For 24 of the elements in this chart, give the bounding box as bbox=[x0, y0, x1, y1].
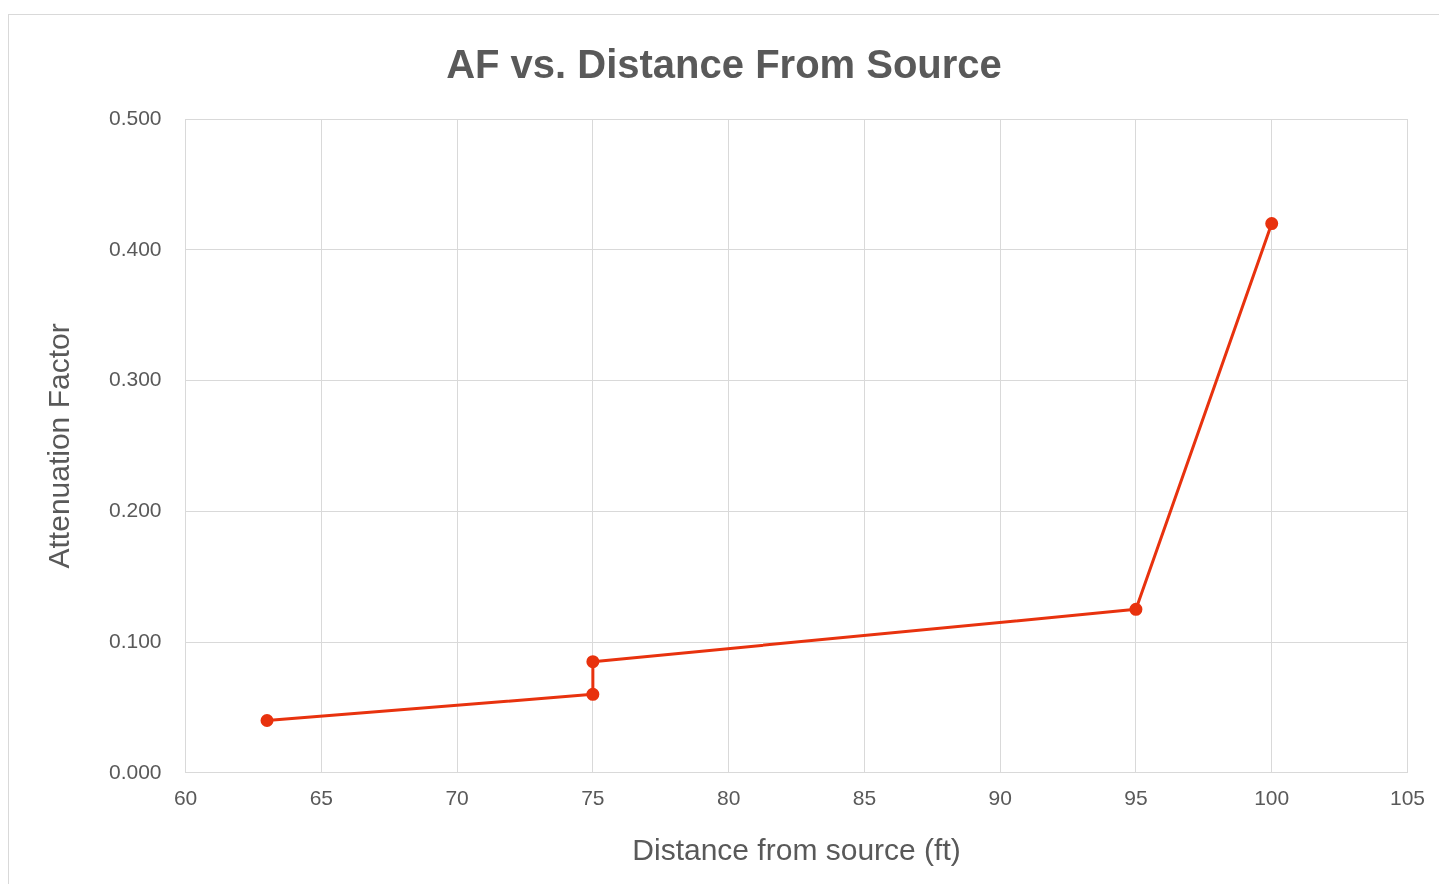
y-tick-label: 0.000 bbox=[108, 759, 162, 783]
x-tick-label: 75 bbox=[581, 786, 605, 810]
x-tick-label: 70 bbox=[445, 786, 469, 810]
x-tick-label: 105 bbox=[1389, 786, 1425, 810]
x-tick-label: 80 bbox=[716, 786, 741, 810]
x-tick-label: 90 bbox=[988, 786, 1012, 810]
x-tick-label: 65 bbox=[309, 786, 333, 810]
y-tick-label: 0.100 bbox=[108, 628, 162, 652]
x-tick-label: 85 bbox=[852, 786, 877, 810]
point bbox=[1129, 602, 1143, 616]
y-tick-label: 0.200 bbox=[108, 498, 162, 522]
y-tick-label: 0.500 bbox=[108, 105, 162, 129]
x-tick-label: 95 bbox=[1124, 786, 1148, 810]
y-tick-label: 0.300 bbox=[108, 367, 162, 391]
point bbox=[1265, 217, 1279, 231]
point bbox=[260, 714, 274, 727]
y-axis-title: Attenuation Factor bbox=[42, 323, 76, 569]
x-tick-label: 60 bbox=[173, 786, 198, 810]
chart-title: AF vs. Distance From Source bbox=[446, 42, 1002, 87]
x-tick-label: 100 bbox=[1254, 786, 1290, 810]
point bbox=[586, 655, 600, 669]
point bbox=[586, 687, 600, 701]
x-axis-title: Distance from source (ft) bbox=[632, 833, 961, 867]
y-tick-label: 0.400 bbox=[108, 236, 162, 260]
